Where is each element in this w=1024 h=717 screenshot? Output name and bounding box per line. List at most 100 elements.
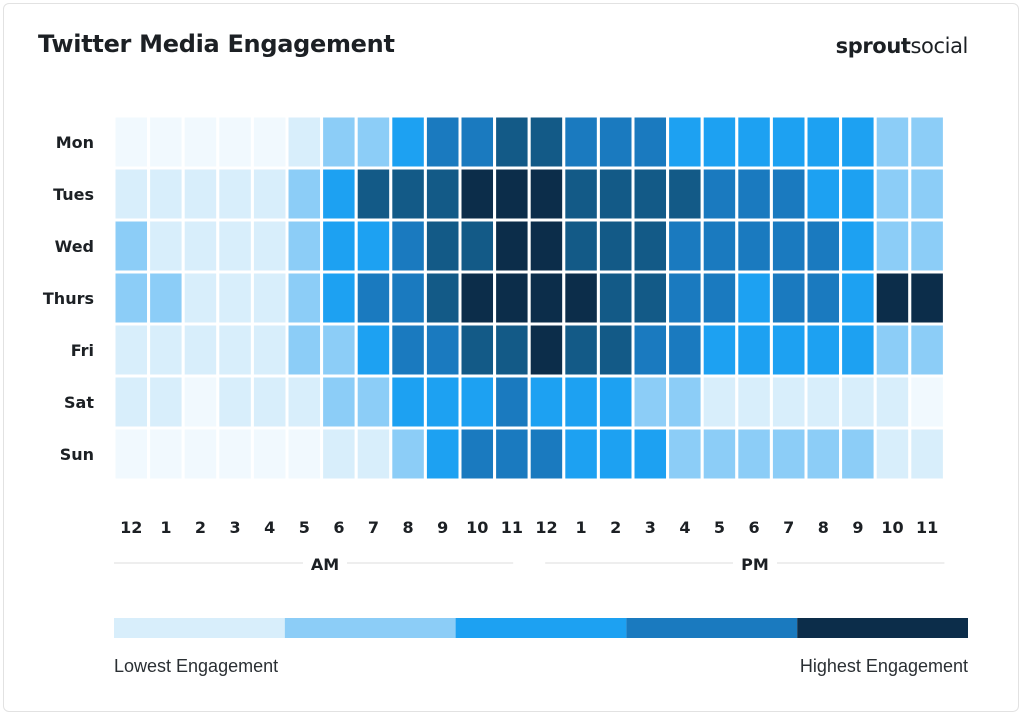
heatmap-cell	[804, 166, 843, 222]
heatmap-cell	[735, 218, 773, 274]
hour-label: 1	[160, 518, 171, 537]
heatmap-cell	[908, 374, 946, 430]
heatmap-cells	[112, 114, 946, 482]
heatmap-cell	[216, 322, 254, 378]
heatmap-cell	[458, 218, 497, 274]
heatmap-cell	[562, 322, 600, 378]
hour-label: 6	[333, 518, 344, 537]
hour-label: 2	[195, 518, 206, 537]
heatmap-cell	[873, 114, 912, 170]
heatmap-cell	[423, 114, 462, 170]
day-label: Tues	[53, 185, 94, 204]
brand-wordmark-bold: sprout	[835, 34, 911, 58]
heatmap-cell	[873, 374, 912, 430]
day-label: Wed	[55, 237, 94, 256]
legend-swatch	[797, 618, 968, 638]
heatmap-cell	[181, 426, 220, 482]
sproutsocial-logo: sproutsocial	[835, 34, 969, 58]
heatmap-cell	[250, 114, 289, 170]
heatmap-cell	[354, 166, 393, 222]
heatmap-cell	[181, 114, 220, 170]
heatmap-cell	[250, 166, 289, 222]
heatmap-cell	[423, 166, 462, 222]
heatmap-cell	[493, 426, 531, 482]
heatmap-cell	[804, 322, 843, 378]
heatmap-cell	[839, 114, 877, 170]
hour-label: 4	[679, 518, 690, 537]
heatmap-cell	[631, 374, 670, 430]
heatmap-cell	[666, 218, 704, 274]
heatmap-cell	[320, 270, 358, 326]
heatmap-cell	[285, 426, 324, 482]
heatmap-cell	[285, 166, 324, 222]
heatmap-cell	[769, 166, 808, 222]
period-label: AM	[311, 555, 339, 574]
heatmap-cell	[216, 270, 254, 326]
heatmap-cell	[493, 374, 531, 430]
legend-swatch	[455, 618, 627, 638]
heatmap-cell	[631, 270, 670, 326]
hour-label: 12	[535, 518, 557, 537]
heatmap-cell	[562, 270, 600, 326]
heatmap-cell	[320, 426, 358, 482]
heatmap-cell	[735, 114, 773, 170]
hour-label: 4	[264, 518, 275, 537]
heatmap-cell	[112, 374, 151, 430]
hour-label: 7	[368, 518, 379, 537]
heatmap-cell	[354, 374, 393, 430]
heatmap-cell	[423, 322, 462, 378]
heatmap-cell	[596, 114, 635, 170]
heatmap-cell	[735, 270, 773, 326]
heatmap-cell	[527, 166, 566, 222]
hour-label: 7	[783, 518, 794, 537]
heatmap-cell	[250, 322, 289, 378]
heatmap-cell	[873, 218, 912, 274]
heatmap-cell	[147, 374, 185, 430]
heatmap-cell	[666, 374, 704, 430]
heatmap-cell	[285, 270, 324, 326]
heatmap-cell	[493, 218, 531, 274]
hour-label: 11	[501, 518, 523, 537]
heatmap-cell	[700, 426, 739, 482]
engagement-legend	[114, 618, 968, 638]
heatmap-cell	[493, 114, 531, 170]
heatmap-cell	[527, 218, 566, 274]
heatmap-cell	[596, 166, 635, 222]
heatmap-cell	[354, 218, 393, 274]
heatmap-cell	[908, 270, 946, 326]
heatmap-cell	[285, 322, 324, 378]
heatmap-cell	[320, 114, 358, 170]
heatmap-cell	[908, 322, 946, 378]
heatmap-cell	[527, 114, 566, 170]
heatmap-cell	[147, 322, 185, 378]
heatmap-cell	[873, 166, 912, 222]
heatmap-cell	[354, 114, 393, 170]
heatmap-cell	[112, 270, 151, 326]
day-label: Thurs	[43, 289, 94, 308]
heatmap-cell	[320, 322, 358, 378]
legend-swatch	[114, 618, 285, 638]
heatmap-cell	[112, 322, 151, 378]
legend-swatch	[626, 618, 798, 638]
heatmap-cell	[493, 270, 531, 326]
heatmap-cell	[320, 374, 358, 430]
heatmap-cell	[458, 114, 497, 170]
hour-label: 8	[818, 518, 829, 537]
heatmap-cell	[804, 114, 843, 170]
heatmap-cell	[112, 218, 151, 274]
heatmap-cell	[804, 218, 843, 274]
heatmap-cell	[527, 270, 566, 326]
heatmap-cell	[493, 166, 531, 222]
heatmap-cell	[181, 166, 220, 222]
hour-label: 12	[120, 518, 142, 537]
heatmap-cell	[839, 166, 877, 222]
heatmap-cell	[562, 218, 600, 274]
hour-label: 10	[881, 518, 903, 537]
heatmap-cell	[285, 374, 324, 430]
heatmap-cell	[873, 426, 912, 482]
heatmap-cell	[562, 166, 600, 222]
hour-label: 9	[437, 518, 448, 537]
heatmap-cell	[631, 218, 670, 274]
heatmap-cell	[804, 374, 843, 430]
